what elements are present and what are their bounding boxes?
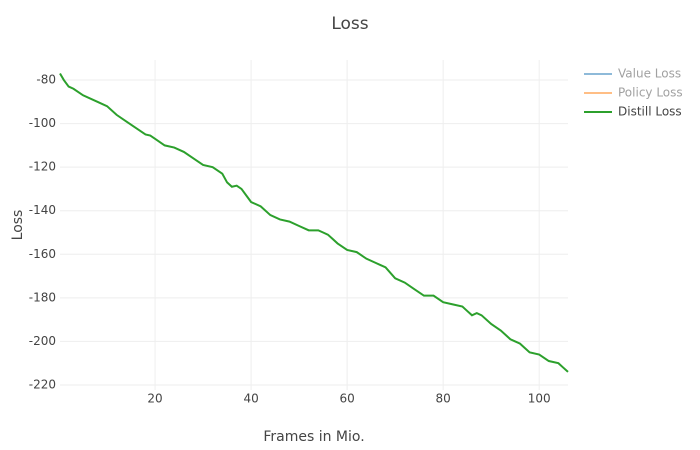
y-tick-label: -100 <box>29 116 56 130</box>
x-tick-label: 60 <box>339 392 354 406</box>
x-tick-label: 100 <box>528 392 551 406</box>
y-tick-label: -80 <box>36 73 56 87</box>
legend-item[interactable]: Value Loss <box>584 67 681 81</box>
x-tick-label: 20 <box>147 392 162 406</box>
legend-label: Distill Loss <box>618 105 682 119</box>
y-tick-label: -160 <box>29 247 56 261</box>
x-axis-title: Frames in Mio. <box>263 429 364 445</box>
x-tick-label: 80 <box>436 392 451 406</box>
y-axis-title: Loss <box>10 210 26 241</box>
y-tick-label: -140 <box>29 203 56 217</box>
legend-label: Policy Loss <box>618 86 683 100</box>
y-tick-label: -220 <box>29 377 56 391</box>
legend-item[interactable]: Policy Loss <box>584 86 683 100</box>
y-tick-label: -200 <box>29 334 56 348</box>
legend-label: Value Loss <box>618 67 681 81</box>
data-line <box>59 72 569 373</box>
x-tick-label: 40 <box>243 392 258 406</box>
chart-title: Loss <box>331 14 368 34</box>
y-tick-label: -120 <box>29 160 56 174</box>
legend-item[interactable]: Distill Loss <box>584 105 682 119</box>
y-tick-label: -180 <box>29 290 56 304</box>
